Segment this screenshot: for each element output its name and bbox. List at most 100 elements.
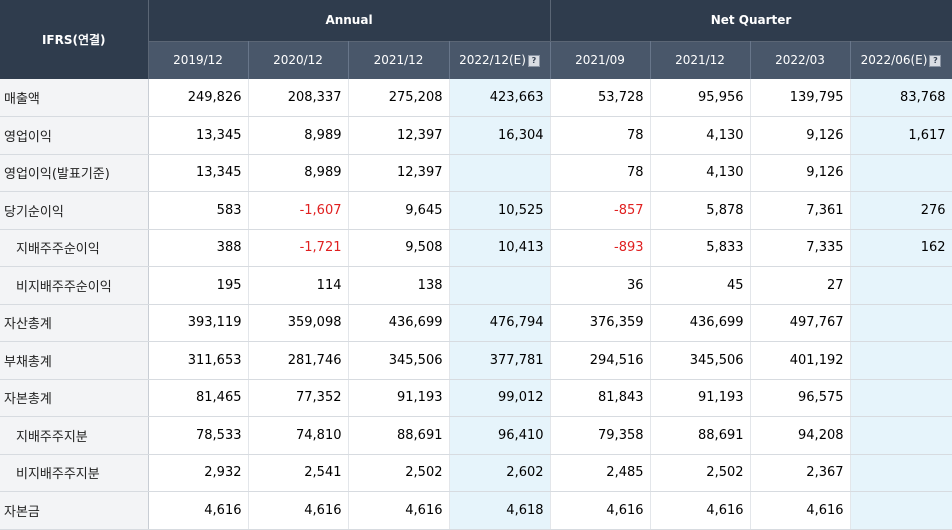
table-cell: 78 [550,154,651,192]
table-row: 자산총계 393,119 359,098 436,699 476,794 376,359 4… [0,304,952,342]
table-row: 부채총계 311,653 281,746 345,506 377,781 294,516 3… [0,341,952,380]
table-cell: 81,843 [550,379,651,417]
table-cell: 9,126 [750,154,851,192]
row-label: 지배주주순이익 [0,229,149,267]
table-cell [850,454,952,492]
table-cell: 4,618 [449,491,551,530]
table-cell [850,154,952,192]
table-cell: 9,645 [348,191,450,230]
table-cell: 377,781 [449,341,551,380]
table-cell: 5,833 [650,229,751,267]
table-cell: 96,575 [750,379,851,417]
table-cell [449,154,551,192]
table-cell: 4,130 [650,154,751,192]
table-cell: 162 [850,229,952,267]
table-cell: 114 [248,266,349,305]
table-cell: 99,012 [449,379,551,417]
table-cell: 401,192 [750,341,851,380]
question-icon[interactable]: ? [929,55,942,68]
table-cell: 2,502 [650,454,751,492]
table-cell: 2,502 [348,454,450,492]
table-cell: 27 [750,266,851,305]
table-cell: 423,663 [449,79,551,117]
table-cell: 5,878 [650,191,751,230]
row-label: 부채총계 [0,341,149,380]
table-cell: -1,721 [248,229,349,267]
table-cell: 4,616 [148,491,249,530]
row-label: 자본총계 [0,379,149,417]
header-group-row: IFRS(연결) Annual Net Quarter [0,0,952,79]
period-header: 2021/09 [550,40,651,79]
table-cell: 12,397 [348,116,450,155]
period-header: 2022/03 [750,40,851,79]
row-label: 영업이익 [0,116,149,155]
table-cell: 13,345 [148,154,249,192]
table-cell: 8,989 [248,154,349,192]
row-label: 비지배주주순이익 [0,266,149,305]
table-cell: 36 [550,266,651,305]
row-label: 자산총계 [0,304,149,342]
table-cell: -1,607 [248,191,349,230]
table-cell: 4,130 [650,116,751,155]
table-row: 영업이익(발표기준) 13,345 8,989 12,397 78 4,130 9,126 [0,154,952,192]
period-label: 2022/06(E) [860,53,928,68]
period-header-estimate: 2022/12(E)? [449,40,551,79]
table-cell: 2,602 [449,454,551,492]
table-cell: 88,691 [348,416,450,455]
table-cell: 7,361 [750,191,851,230]
table-cell: 2,485 [550,454,651,492]
table-cell: 294,516 [550,341,651,380]
question-icon[interactable]: ? [527,55,540,68]
period-label: 2022/12(E) [459,53,526,68]
table-cell: 436,699 [348,304,450,342]
table-cell: 195 [148,266,249,305]
table-cell: 138 [348,266,450,305]
table-row: 자본금 4,616 4,616 4,616 4,618 4,616 4,616 4,616 [0,491,952,530]
table-row: 지배주주지분 78,533 74,810 88,691 96,410 79,358 88,6… [0,416,952,455]
table-cell: 393,119 [148,304,249,342]
period-header-estimate: 2022/06(E)? [850,40,952,79]
table-cell: 83,768 [850,79,952,117]
table-cell: 77,352 [248,379,349,417]
table-cell: 12,397 [348,154,450,192]
table-cell: 10,413 [449,229,551,267]
table-cell: 8,989 [248,116,349,155]
header-period-row: 2019/12 2020/12 2021/12 2022/12(E)? 2021… [0,40,952,79]
table-cell [850,416,952,455]
table-cell: 376,359 [550,304,651,342]
period-header: 2020/12 [248,40,349,79]
table-cell [449,266,551,305]
table-cell: -893 [550,229,651,267]
table-body: 매출액 249,826 208,337 275,208 423,663 53,728 95,… [0,79,952,530]
table-cell: 583 [148,191,249,230]
table-cell: 81,465 [148,379,249,417]
table-cell: 78 [550,116,651,155]
period-header: 2021/12 [348,40,450,79]
table-cell: 4,616 [550,491,651,530]
table-cell: 91,193 [348,379,450,417]
table-row: 매출액 249,826 208,337 275,208 423,663 53,728 95,… [0,79,952,117]
table-cell [850,341,952,380]
table-cell: 4,616 [348,491,450,530]
table-cell [850,379,952,417]
table-cell: 208,337 [248,79,349,117]
table-cell: 359,098 [248,304,349,342]
table-row: 지배주주순이익 388 -1,721 9,508 10,413 -893 5,833 7,33… [0,229,952,267]
table-cell: 53,728 [550,79,651,117]
table-cell: 345,506 [650,341,751,380]
period-header: 2019/12 [148,40,249,79]
table-row: 비지배주주지분 2,932 2,541 2,502 2,602 2,485 2,502 2,3… [0,454,952,492]
table-cell: -857 [550,191,651,230]
table-cell: 436,699 [650,304,751,342]
table-cell: 9,126 [750,116,851,155]
table-cell: 388 [148,229,249,267]
table-cell: 276 [850,191,952,230]
table-cell: 2,932 [148,454,249,492]
table-cell: 311,653 [148,341,249,380]
table-cell: 249,826 [148,79,249,117]
table-cell: 96,410 [449,416,551,455]
table-cell [850,304,952,342]
table-row: 영업이익 13,345 8,989 12,397 16,304 78 4,130 9,126 1… [0,116,952,155]
table-cell: 275,208 [348,79,450,117]
